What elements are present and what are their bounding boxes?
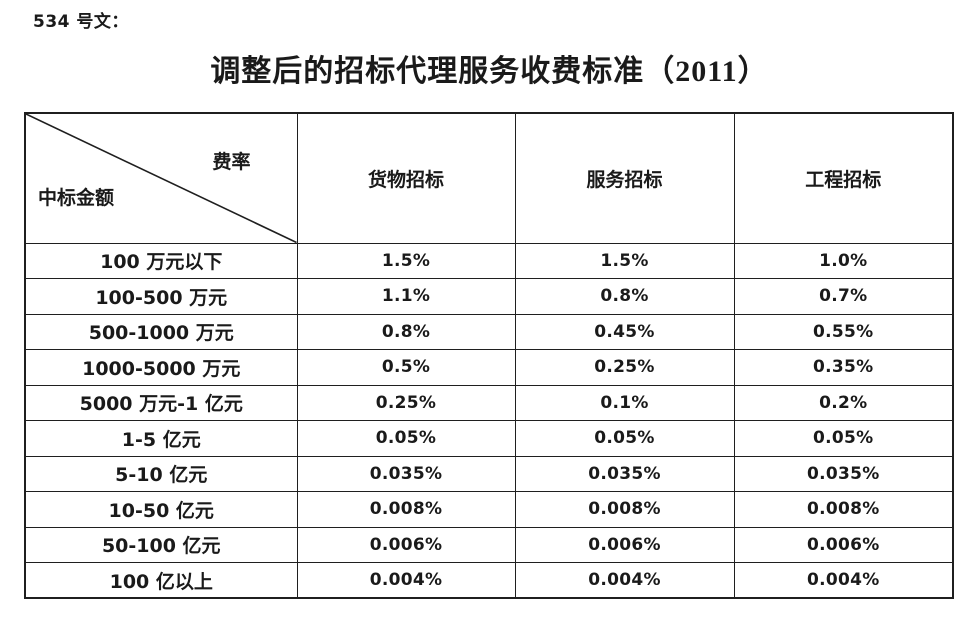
fee-value: 0.45%: [514, 313, 735, 350]
row-label: 10-50 亿元: [24, 491, 298, 528]
row-label: 100 万元以下: [24, 242, 298, 279]
fee-value: 1.5%: [514, 242, 735, 279]
fee-value: 0.008%: [296, 491, 516, 528]
page-title: 调整后的招标代理服务收费标准（2011）: [210, 55, 769, 88]
row-label: 500-1000 万元: [24, 313, 298, 350]
row-label: 1-5 亿元: [24, 420, 298, 457]
fee-value: 0.008%: [733, 491, 954, 528]
fee-value: 1.5%: [296, 242, 516, 279]
fee-value: 0.8%: [296, 313, 516, 350]
table-row: 1000-5000 万元 0.5% 0.25% 0.35%: [24, 349, 954, 386]
column-header-goods: 货物招标: [296, 112, 516, 244]
table-row: 100 亿以上 0.004% 0.004% 0.004%: [24, 562, 954, 599]
fee-standard-table: 费率 中标金额 货物招标 服务招标 工程招标 100 万元以下 1.5% 1.5…: [24, 112, 954, 599]
fee-value: 0.05%: [733, 420, 954, 457]
fee-value: 0.8%: [514, 278, 735, 315]
column-header-services: 服务招标: [514, 112, 735, 244]
fee-value: 1.1%: [296, 278, 516, 315]
row-label: 50-100 亿元: [24, 526, 298, 563]
fee-value: 0.05%: [514, 420, 735, 457]
table-row: 1-5 亿元 0.05% 0.05% 0.05%: [24, 420, 954, 457]
table-row: 100-500 万元 1.1% 0.8% 0.7%: [24, 278, 954, 315]
fee-value: 0.1%: [514, 384, 735, 421]
fee-value: 0.2%: [733, 384, 954, 421]
fee-value: 0.006%: [733, 526, 954, 563]
fee-value: 0.035%: [514, 455, 735, 492]
fee-value: 1.0%: [733, 242, 954, 279]
table-row: 50-100 亿元 0.006% 0.006% 0.006%: [24, 526, 954, 563]
column-header-engineering: 工程招标: [733, 112, 954, 244]
fee-value: 0.55%: [733, 313, 954, 350]
fee-value: 0.035%: [296, 455, 516, 492]
table-row: 5000 万元-1 亿元 0.25% 0.1% 0.2%: [24, 384, 954, 421]
fee-value: 0.25%: [514, 349, 735, 386]
table-row: 100 万元以下 1.5% 1.5% 1.0%: [24, 242, 954, 279]
fee-value: 0.5%: [296, 349, 516, 386]
fee-value: 0.008%: [514, 491, 735, 528]
table-row: 5-10 亿元 0.035% 0.035% 0.035%: [24, 455, 954, 492]
fee-value: 0.004%: [733, 562, 954, 599]
diagonal-corner-cell: 费率 中标金额: [24, 112, 298, 244]
fee-value: 0.004%: [296, 562, 516, 599]
diagonal-divider-line: [26, 114, 297, 243]
corner-amount-label: 中标金额: [38, 187, 115, 209]
row-label: 100 亿以上: [24, 562, 298, 599]
corner-rate-label: 费率: [212, 152, 251, 173]
table-row: 10-50 亿元 0.008% 0.008% 0.008%: [24, 491, 954, 528]
table-header-row: 费率 中标金额 货物招标 服务招标 工程招标: [24, 112, 954, 244]
fee-value: 0.006%: [514, 526, 735, 563]
fee-value: 0.006%: [296, 526, 516, 563]
fee-value: 0.035%: [733, 455, 954, 492]
row-label: 5000 万元-1 亿元: [24, 384, 298, 421]
fee-value: 0.004%: [514, 562, 735, 599]
fee-value: 0.35%: [733, 349, 954, 386]
table-row: 500-1000 万元 0.8% 0.45% 0.55%: [24, 313, 954, 350]
row-label: 1000-5000 万元: [24, 349, 298, 386]
doc-ref-label: 534 号文：: [33, 12, 129, 32]
fee-value: 0.25%: [296, 384, 516, 421]
fee-value: 0.7%: [733, 278, 954, 315]
fee-value: 0.05%: [296, 420, 516, 457]
row-label: 5-10 亿元: [24, 455, 298, 492]
row-label: 100-500 万元: [24, 278, 298, 315]
